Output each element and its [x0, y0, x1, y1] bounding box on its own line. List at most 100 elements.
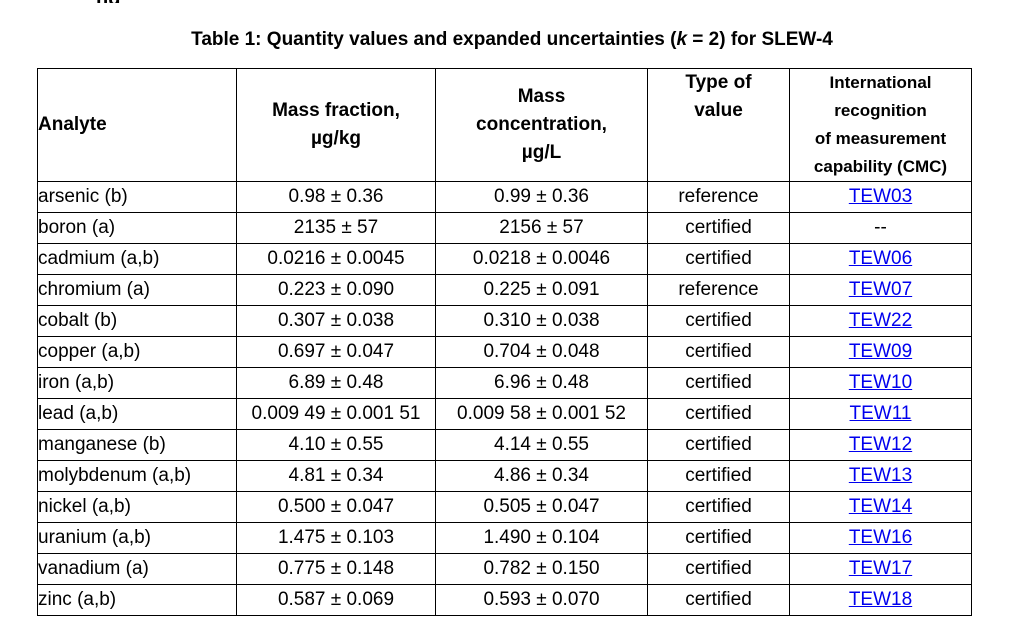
caption-prefix: Table 1: Quantity values and expanded un… — [191, 29, 677, 50]
table-row: vanadium (a) 0.775 ± 0.148 0.782 ± 0.150 ce… — [37, 553, 972, 585]
cmc-link[interactable]: TEW03 — [848, 186, 913, 207]
cmc-link[interactable]: TEW12 — [848, 434, 913, 455]
cell-type-of-value: certified — [647, 305, 790, 337]
cell-cmc: TEW14 — [789, 491, 972, 523]
cell-mass-concentration: 0.225 ± 0.091 — [435, 274, 648, 306]
cell-mass-fraction: 6.89 ± 0.48 — [236, 367, 436, 399]
cell-cmc: TEW07 — [789, 274, 972, 306]
cell-mass-fraction: 4.10 ± 0.55 — [236, 429, 436, 461]
cell-analyte: iron (a,b) — [37, 367, 237, 399]
cell-analyte: zinc (a,b) — [37, 584, 237, 616]
cmc-link[interactable]: TEW17 — [848, 558, 913, 579]
table-row: copper (a,b) 0.697 ± 0.047 0.704 ± 0.048 ce… — [37, 336, 972, 368]
cell-mass-concentration: 4.14 ± 0.55 — [435, 429, 648, 461]
table-row: manganese (b) 4.10 ± 0.55 4.14 ± 0.55 certi… — [37, 429, 972, 461]
cell-type-of-value: certified — [647, 367, 790, 399]
cell-mass-concentration: 1.490 ± 0.104 — [435, 522, 648, 554]
cell-analyte: cadmium (a,b) — [37, 243, 237, 275]
cell-mass-fraction: 1.475 ± 0.103 — [236, 522, 436, 554]
cell-analyte: manganese (b) — [37, 429, 237, 461]
header-analyte: Analyte — [37, 68, 237, 182]
cell-analyte: vanadium (a) — [37, 553, 237, 585]
cell-analyte: chromium (a) — [37, 274, 237, 306]
cmc-link[interactable]: TEW16 — [848, 527, 913, 548]
cell-cmc: TEW17 — [789, 553, 972, 585]
cell-type-of-value: certified — [647, 491, 790, 523]
cell-mass-fraction: 0.775 ± 0.148 — [236, 553, 436, 585]
header-type-line: value — [694, 100, 743, 121]
table-row: nickel (a,b) 0.500 ± 0.047 0.505 ± 0.047 ce… — [37, 491, 972, 523]
header-mass-concentration-line: Mass — [517, 86, 566, 107]
cell-cmc: TEW10 — [789, 367, 972, 399]
table-row: zinc (a,b) 0.587 ± 0.069 0.593 ± 0.070 cert… — [37, 584, 972, 616]
cell-type-of-value: certified — [647, 212, 790, 244]
header-cmc-line: of measurement — [814, 129, 947, 148]
header-type-of-value: Type of value — [647, 68, 790, 182]
table-row: iron (a,b) 6.89 ± 0.48 6.96 ± 0.48 certifie… — [37, 367, 972, 399]
cell-analyte: arsenic (b) — [37, 181, 237, 213]
cell-mass-fraction: 0.009 49 ± 0.001 51 — [236, 398, 436, 430]
cmc-link[interactable]: TEW07 — [848, 279, 913, 300]
cell-cmc: TEW03 — [789, 181, 972, 213]
cell-mass-fraction: 4.81 ± 0.34 — [236, 460, 436, 492]
cmc-link[interactable]: TEW11 — [849, 403, 912, 424]
header-mass-concentration-unit: µg/L — [521, 142, 562, 163]
table-row: cadmium (a,b) 0.0216 ± 0.0045 0.0218 ± 0.0… — [37, 243, 972, 275]
cmc-link[interactable]: TEW18 — [848, 589, 913, 610]
cell-mass-concentration: 0.310 ± 0.038 — [435, 305, 648, 337]
header-mass-fraction-unit: µg/kg — [310, 128, 361, 149]
cell-mass-concentration: 0.0218 ± 0.0046 — [435, 243, 648, 275]
header-mass-concentration: Mass concentration, µg/L — [435, 68, 648, 182]
cell-analyte: molybdenum (a,b) — [37, 460, 237, 492]
table-row: molybdenum (a,b) 4.81 ± 0.34 4.86 ± 0.34 ce… — [37, 460, 972, 492]
cell-type-of-value: reference — [647, 181, 790, 213]
header-type-line: Type of — [685, 72, 752, 93]
cell-type-of-value: certified — [647, 243, 790, 275]
cell-mass-concentration: 6.96 ± 0.48 — [435, 367, 648, 399]
cmc-link[interactable]: TEW14 — [848, 496, 913, 517]
cmc-link[interactable]: TEW13 — [848, 465, 913, 486]
cell-mass-concentration: 0.704 ± 0.048 — [435, 336, 648, 368]
cell-analyte: copper (a,b) — [37, 336, 237, 368]
cmc-link[interactable]: TEW06 — [848, 248, 913, 269]
cmc-link[interactable]: TEW09 — [848, 341, 913, 362]
cell-mass-concentration: 0.99 ± 0.36 — [435, 181, 648, 213]
cell-mass-fraction: 0.307 ± 0.038 — [236, 305, 436, 337]
cell-cmc: TEW11 — [789, 398, 972, 430]
cell-mass-concentration: 0.593 ± 0.070 — [435, 584, 648, 616]
table-row: lead (a,b) 0.009 49 ± 0.001 51 0.009 58 ± … — [37, 398, 972, 430]
cell-analyte: lead (a,b) — [37, 398, 237, 430]
cell-mass-concentration: 0.009 58 ± 0.001 52 — [435, 398, 648, 430]
cell-cmc: TEW16 — [789, 522, 972, 554]
cell-type-of-value: certified — [647, 553, 790, 585]
cell-mass-fraction: 0.587 ± 0.069 — [236, 584, 436, 616]
cell-mass-fraction: 0.0216 ± 0.0045 — [236, 243, 436, 275]
cell-mass-fraction: 0.500 ± 0.047 — [236, 491, 436, 523]
cell-mass-concentration: 2156 ± 57 — [435, 212, 648, 244]
table-row: chromium (a) 0.223 ± 0.090 0.225 ± 0.091 re… — [37, 274, 972, 306]
cell-analyte: boron (a) — [37, 212, 237, 244]
cell-cmc: TEW12 — [789, 429, 972, 461]
cmc-link[interactable]: TEW22 — [848, 310, 913, 331]
header-cmc: International recognition of measurement… — [789, 68, 972, 182]
table-row: boron (a) 2135 ± 57 2156 ± 57 certified -- — [37, 212, 972, 244]
header-mass-fraction: Mass fraction, µg/kg — [236, 68, 436, 182]
header-mass-concentration-line: concentration, — [476, 114, 607, 135]
table-caption: Table 1: Quantity values and expanded un… — [0, 28, 1024, 52]
cmc-empty-marker: -- — [874, 217, 887, 238]
cell-analyte: cobalt (b) — [37, 305, 237, 337]
cell-analyte: nickel (a,b) — [37, 491, 237, 523]
header-cmc-line: capability (CMC) — [813, 157, 948, 176]
cmc-link[interactable]: TEW10 — [848, 372, 913, 393]
cell-mass-concentration: 0.782 ± 0.150 — [435, 553, 648, 585]
table-row: uranium (a,b) 1.475 ± 0.103 1.490 ± 0.104 c… — [37, 522, 972, 554]
cell-type-of-value: certified — [647, 429, 790, 461]
cell-type-of-value: certified — [647, 460, 790, 492]
table-row: arsenic (b) 0.98 ± 0.36 0.99 ± 0.36 referen… — [37, 181, 972, 213]
cell-type-of-value: reference — [647, 274, 790, 306]
header-cmc-line: International — [829, 73, 932, 92]
cell-mass-fraction: 0.697 ± 0.047 — [236, 336, 436, 368]
quantity-values-table: Analyte Mass fraction, µg/kg Mass concen… — [37, 68, 972, 616]
header-cmc-line: recognition — [834, 101, 927, 120]
cell-type-of-value: certified — [647, 398, 790, 430]
